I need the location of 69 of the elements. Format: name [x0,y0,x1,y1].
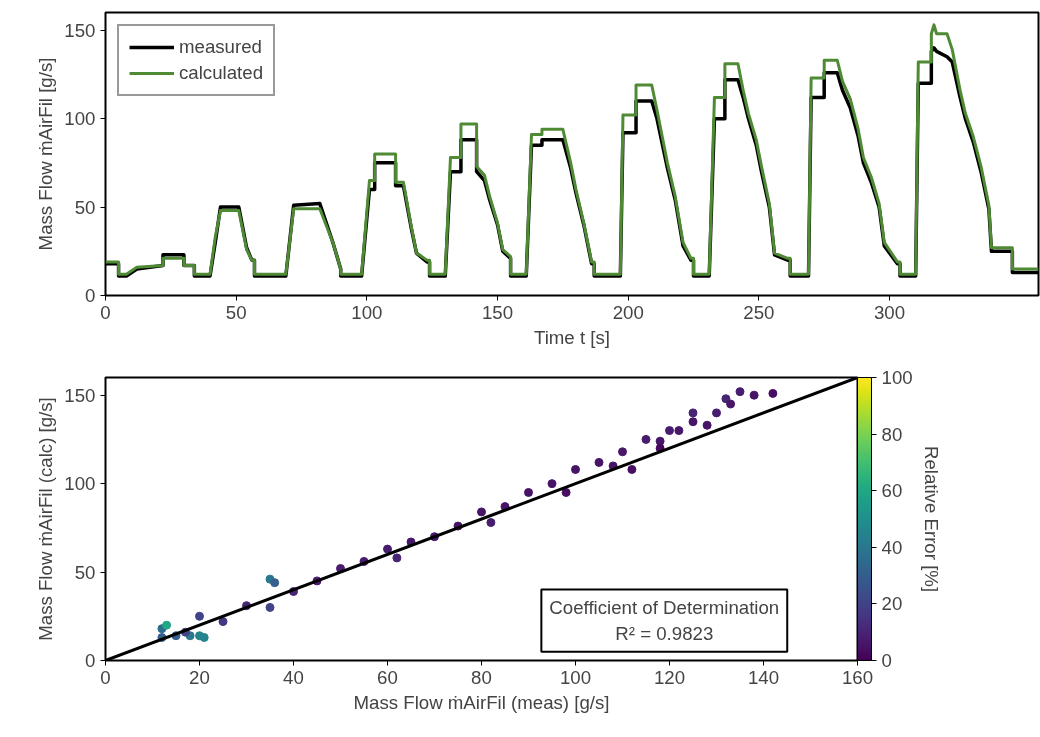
point [571,464,580,474]
y-tick-label: 0 [85,285,96,306]
color-bar-label: 20 [881,593,903,615]
x-tick-label: 40 [283,666,304,688]
x-tick-label: 200 [612,301,644,323]
point [524,487,533,497]
point [477,507,486,517]
point [674,426,684,436]
y-tick-label: 100 [64,108,96,130]
color-bar-label: 0 [881,650,892,671]
point [392,553,402,563]
point [641,434,651,444]
point [270,578,280,588]
x-tick-label: 160 [841,666,874,688]
point [702,420,712,430]
point [162,620,172,630]
color-bar-label: 100 [881,367,913,388]
annotation: Coefficient of Determination [549,597,780,619]
point [486,518,496,528]
point [561,487,571,497]
y-axis-title: Mass Flow ṁAirFil (calc) [g/s] [35,397,57,641]
point [627,464,637,474]
point [688,417,698,427]
point [768,388,778,398]
y-axis-title: Mass Flow ṁAirFil [g/s] [35,57,57,251]
point [383,544,392,554]
y-tick-label: 100 [64,473,96,495]
x-axis-title: Mass Flow ṁAirFil (meas) [g/s] [353,691,610,713]
x-tick-label: 300 [873,301,906,323]
point [665,426,674,436]
x-tick-label: 60 [377,666,398,688]
y-tick-label: 0 [85,650,96,671]
x-tick-label: 100 [351,301,383,323]
x-tick-label: 50 [225,301,247,323]
color-bar-title: Relative Error [%] [920,445,942,593]
color-bar-label: 40 [881,536,903,558]
point [721,394,731,404]
x-tick-label: 0 [100,666,111,688]
point [735,387,745,397]
legend-label: calculated [179,62,264,84]
point [655,436,665,446]
y-tick-label: 150 [64,19,96,41]
y-tick-label: 150 [64,384,96,406]
point [199,633,209,642]
point [712,408,721,418]
point [594,457,604,467]
point [618,447,627,457]
point [726,399,736,409]
x-tick-label: 0 [100,301,111,323]
x-tick-label: 140 [747,666,780,688]
x-axis-title: Time t [s] [534,326,611,348]
point [265,602,275,612]
point [749,390,759,400]
x-tick-label: 250 [743,301,775,323]
point [218,617,228,627]
x-tick-label: 80 [471,666,492,688]
point [688,408,698,418]
annotation: R² = 0.9823 [615,622,714,644]
legend-label: measured [179,36,262,58]
y-tick-label: 50 [74,196,96,218]
color-bar-label: 80 [881,423,903,445]
point [195,611,204,621]
x-tick-label: 100 [559,666,592,688]
point [547,479,557,489]
x-tick-label: 120 [653,666,686,688]
x-tick-label: 20 [189,666,210,688]
color-bar-label: 60 [881,480,903,502]
y-tick-label: 50 [74,561,96,583]
x-tick-label: 150 [481,301,514,323]
